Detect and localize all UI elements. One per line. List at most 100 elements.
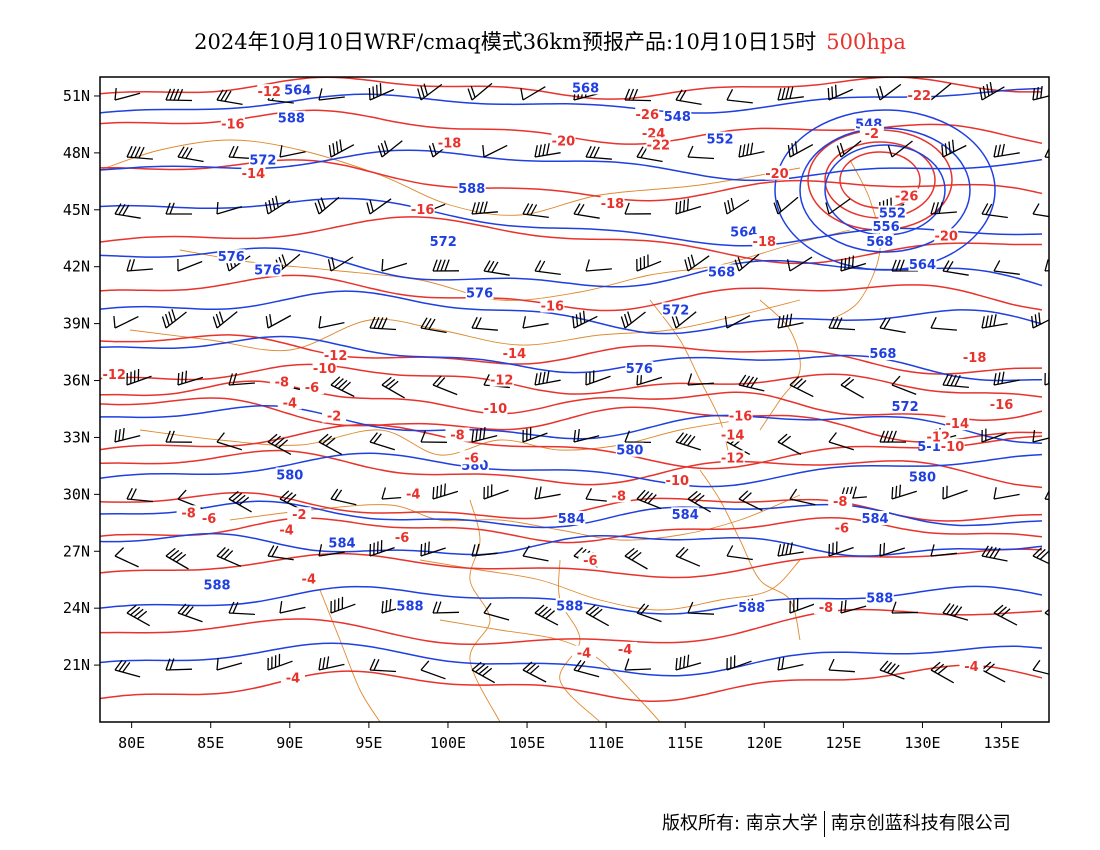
wind-barb — [522, 203, 549, 219]
wind-barb — [126, 368, 152, 386]
height-label-bg — [253, 262, 282, 277]
temperature-label-bg — [578, 552, 603, 567]
temperature-label-bg — [241, 165, 266, 180]
boundary-line — [100, 139, 801, 216]
wind-barb — [381, 376, 405, 399]
temperature-label: -26 — [895, 190, 919, 205]
height-label-bg — [277, 110, 306, 125]
wind-barb — [726, 655, 752, 671]
wind-barbs — [113, 81, 1049, 684]
wind-barb — [879, 542, 905, 557]
wind-barb — [264, 195, 291, 215]
wind-barb — [828, 316, 856, 331]
temperature-label-bg — [401, 486, 426, 501]
temperature-label-bg — [220, 116, 245, 131]
latitude-axis: 51N 48N 45N 42N 39N 36N 33N 30N 27N 24N 21N — [63, 87, 100, 674]
copyright-text: 版权所有: 南京大学 — [662, 813, 818, 834]
wind-barb — [1044, 259, 1049, 272]
lat-tick-label: 27N — [63, 542, 90, 560]
temperature-label-bg — [551, 133, 576, 148]
temperature-label-bg — [445, 427, 470, 442]
wind-barb — [836, 140, 862, 158]
wind-barb — [216, 432, 242, 451]
temperature-label: -14 — [946, 417, 970, 432]
temperature-label-bg — [813, 600, 838, 615]
temperature-label: -4 — [286, 671, 300, 686]
wind-barb — [891, 484, 917, 500]
wind-barb — [624, 547, 648, 570]
wind-barb — [114, 547, 139, 568]
wind-barb — [165, 88, 193, 102]
wind-barb — [684, 254, 710, 272]
height-label-bg — [615, 442, 644, 457]
wind-barb — [330, 596, 356, 614]
temperature-label: -18 — [601, 197, 625, 212]
height-contour — [100, 87, 1043, 114]
lat-tick-label: 48N — [63, 144, 90, 162]
wind-barb — [572, 310, 598, 329]
wind-barb — [726, 89, 753, 104]
lon-tick-label: 105E — [509, 734, 545, 752]
temperature-label-bg — [600, 196, 625, 211]
height-contour — [100, 642, 1043, 677]
temperature-label-bg — [459, 450, 484, 465]
temperature-label: -16 — [411, 203, 435, 218]
wind-barb — [471, 316, 498, 331]
footer-divider — [823, 811, 825, 837]
height-label: 576 — [626, 362, 653, 377]
wind-barb — [738, 374, 765, 392]
wind-barb — [366, 198, 392, 215]
temperature-label: -6 — [464, 451, 478, 466]
wind-barb — [369, 540, 395, 557]
temperature-contour — [100, 380, 1043, 422]
temperature-label: -4 — [406, 487, 420, 502]
wind-barb — [636, 603, 662, 623]
wind-barb — [216, 89, 243, 106]
height-label-bg — [283, 82, 312, 97]
lat-tick-label: 33N — [63, 428, 90, 446]
wind-barb — [417, 83, 443, 101]
wind-barb — [279, 145, 306, 158]
temperature-label-bg — [287, 507, 312, 522]
wind-barb — [981, 661, 1006, 683]
temperature-label-bg — [728, 408, 753, 423]
wind-barb — [687, 373, 714, 386]
height-label: 584 — [672, 508, 699, 523]
temperature-label: -12 — [721, 451, 745, 466]
temperature-label: -2 — [292, 508, 306, 523]
wind-barb — [789, 376, 814, 398]
temperature-label: -12 — [102, 368, 126, 383]
wind-barb — [942, 260, 969, 276]
wind-barb — [471, 543, 498, 557]
wind-barb — [942, 373, 969, 389]
wind-barb — [177, 146, 204, 163]
height-label: 572 — [662, 303, 689, 318]
wind-barb — [265, 314, 292, 329]
temperature-label-bg — [829, 520, 854, 535]
wind-barb — [738, 142, 765, 158]
wind-barb — [573, 429, 600, 443]
wind-barb — [734, 253, 760, 272]
lon-tick-label: 130E — [904, 734, 940, 752]
height-label-bg — [555, 598, 584, 613]
title-level: 500hpa — [826, 30, 906, 54]
temperature-label: -4 — [283, 396, 297, 411]
wind-barb — [165, 658, 193, 671]
height-label: 584 — [861, 512, 888, 527]
wind-barb — [636, 489, 662, 510]
wind-barb — [432, 259, 460, 272]
temperature-label: -6 — [835, 522, 849, 537]
temperature-label: -16 — [990, 398, 1014, 413]
lat-tick-label: 45N — [63, 201, 90, 219]
height-label: 588 — [458, 182, 485, 197]
height-label: 588 — [556, 599, 583, 614]
wind-barb — [840, 255, 867, 272]
temperature-label-bg — [635, 106, 660, 121]
height-label-bg — [429, 234, 458, 249]
temperature-label-bg — [641, 125, 666, 140]
height-label-bg — [868, 345, 897, 360]
wind-barb — [840, 486, 867, 500]
wind-barb — [891, 259, 919, 272]
wind-barb — [840, 599, 867, 614]
wind-barb — [369, 316, 397, 331]
